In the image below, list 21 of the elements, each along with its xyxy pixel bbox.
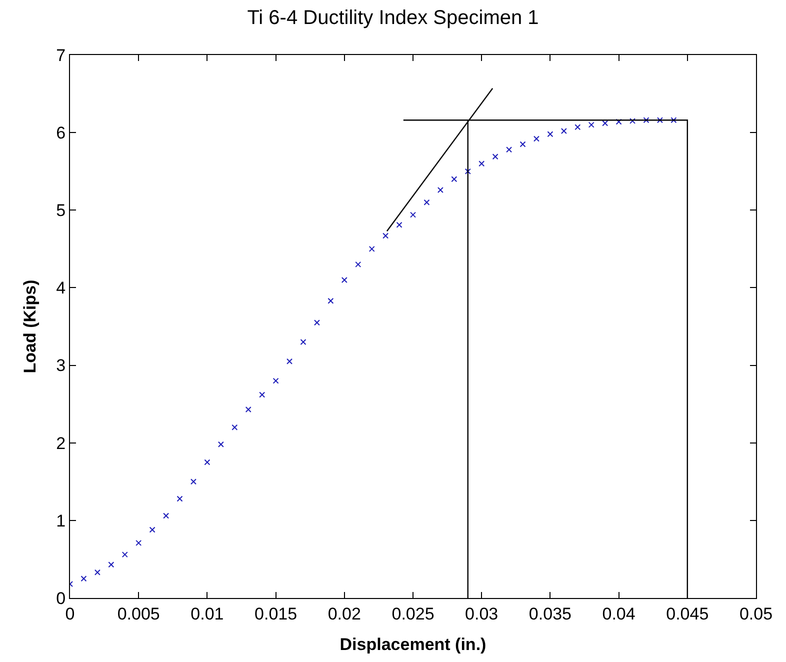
- y-tick-label: 4: [56, 278, 66, 298]
- y-tick-label: 3: [56, 356, 66, 376]
- y-tick-label: 2: [56, 434, 66, 453]
- x-tick-label: 0.025: [392, 604, 434, 624]
- y-tick-label: 6: [56, 124, 66, 143]
- x-tick-label: 0.05: [739, 604, 773, 624]
- x-axis-title: Displacement (in.): [340, 634, 486, 654]
- y-axis-title: Load (Kips): [20, 280, 40, 374]
- x-tick-label: 0.03: [465, 604, 498, 624]
- y-tick-label: 7: [56, 46, 66, 65]
- x-tick-label: 0.035: [528, 604, 572, 624]
- x-tick-label: 0.005: [117, 604, 160, 624]
- y-tick-label: 0: [56, 588, 66, 608]
- y-tick-label: 5: [56, 201, 66, 220]
- x-tick-label: 0.045: [666, 604, 709, 624]
- x-tick-label: 0.01: [190, 604, 224, 624]
- x-tick-label: 0.015: [254, 604, 298, 624]
- chart-title: Ti 6-4 Ductility Index Specimen 1: [247, 6, 539, 29]
- x-tick-label: 0.04: [602, 604, 636, 624]
- y-tick-label: 1: [56, 511, 66, 530]
- x-tick-label: 0.02: [328, 604, 361, 624]
